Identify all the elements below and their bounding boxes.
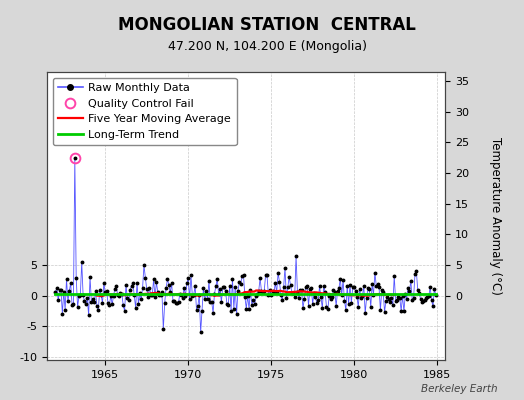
Text: Berkeley Earth: Berkeley Earth: [421, 384, 498, 394]
Y-axis label: Temperature Anomaly (°C): Temperature Anomaly (°C): [489, 137, 501, 295]
Text: 47.200 N, 104.200 E (Mongolia): 47.200 N, 104.200 E (Mongolia): [168, 40, 367, 53]
Text: MONGOLIAN STATION  CENTRAL: MONGOLIAN STATION CENTRAL: [118, 16, 416, 34]
Legend: Raw Monthly Data, Quality Control Fail, Five Year Moving Average, Long-Term Tren: Raw Monthly Data, Quality Control Fail, …: [53, 78, 236, 145]
